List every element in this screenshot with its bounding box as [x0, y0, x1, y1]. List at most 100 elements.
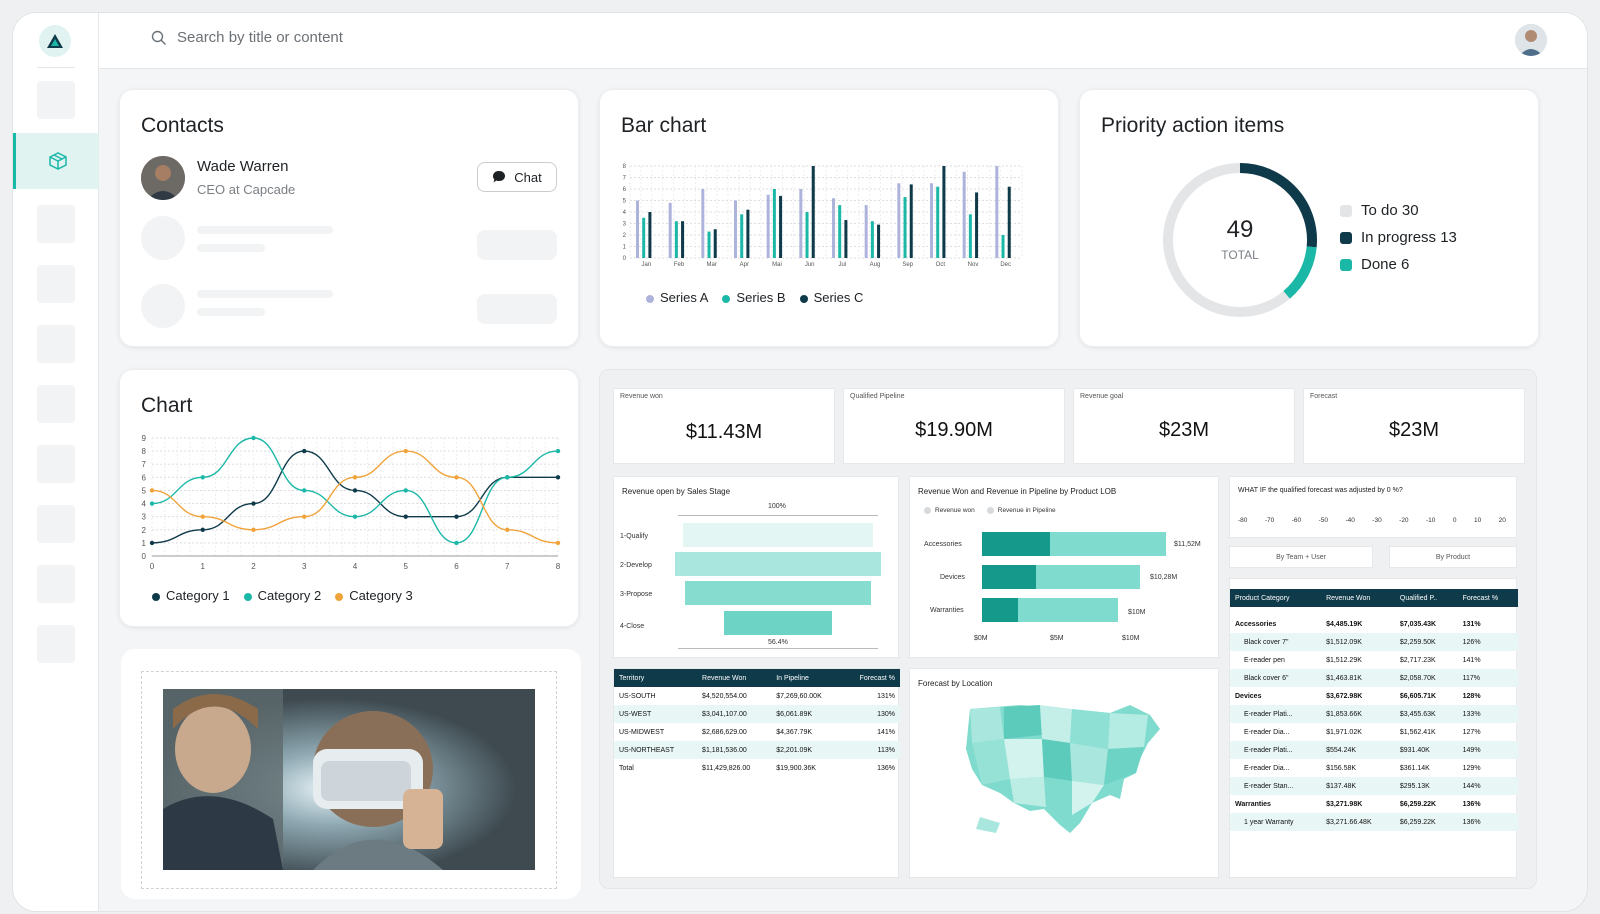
kpi-qualified-pipeline[interactable]: Qualified Pipeline $19.90M: [843, 388, 1065, 464]
table-row[interactable]: E-reader Plati... $1,853.66K $3,455.63K 133…: [1230, 705, 1518, 723]
chat-button[interactable]: Chat: [477, 162, 557, 192]
kpi-label: Qualified Pipeline: [850, 393, 905, 400]
table-header[interactable]: Forecast %: [842, 669, 900, 687]
lob-bar-won[interactable]: [982, 565, 1036, 589]
sidebar-item-5[interactable]: [37, 325, 75, 363]
table-cell: $3,271.66.48K: [1321, 813, 1395, 831]
table-row[interactable]: Black cover 6" $1,463.81K $2,058.70K 117%: [1230, 669, 1518, 687]
legend-series-b[interactable]: Series B: [722, 290, 786, 305]
sidebar-item-3[interactable]: [37, 205, 75, 243]
table-row[interactable]: Accessories $4,485.19K $7,035.43K 131%: [1230, 615, 1518, 633]
bar: [936, 186, 940, 258]
priority-total-value: 49: [1226, 216, 1254, 243]
table-row[interactable]: US-SOUTH $4,520,554.00 $7,269,60.00K 131%: [614, 687, 900, 705]
table-row[interactable]: US-WEST $3,041,107.00 $6,061.89K 130%: [614, 705, 900, 723]
legend-category-1[interactable]: Category 1: [152, 588, 230, 603]
sidebar-item-1[interactable]: [37, 81, 75, 119]
x-tick-label: Aug: [870, 262, 881, 268]
table-cell: 144%: [1457, 777, 1518, 795]
chat-bubble-icon: [493, 171, 506, 183]
table-row[interactable]: Total $11,429,826.00 $19,900.36K 136%: [614, 759, 900, 777]
tab-by-team-user[interactable]: By Team + User: [1229, 546, 1373, 568]
sidebar-item-4[interactable]: [37, 265, 75, 303]
table-cell: $2,201.09K: [771, 741, 843, 759]
contact-role: CEO at Capcade: [197, 182, 296, 197]
legend-revenue-won[interactable]: Revenue won: [924, 507, 975, 514]
priority-title: Priority action items: [1101, 114, 1285, 137]
table-row[interactable]: Warranties $3,271.98K $6,259.22K 136%: [1230, 795, 1518, 813]
x-tick-label: Jan: [641, 262, 651, 268]
contact-name[interactable]: Wade Warren: [197, 158, 289, 175]
sidebar-item-active[interactable]: [13, 133, 99, 189]
whatif-slider-scale[interactable]: -80 -70 -60 -50 -40 -30 -20 -10 0 10 20: [1238, 517, 1506, 524]
slider-tick: -40: [1345, 517, 1355, 524]
territory-table-panel: Territory Revenue Won In Pipeline Foreca…: [613, 668, 900, 878]
y-tick-label: 3: [623, 222, 627, 228]
search-box[interactable]: Search by title or content: [151, 29, 343, 46]
funnel-bar[interactable]: [724, 611, 832, 635]
bar: [746, 209, 750, 258]
lob-bar-won[interactable]: [982, 532, 1050, 556]
tab-by-product[interactable]: By Product: [1389, 546, 1517, 568]
table-row[interactable]: Devices $3,672.98K $6,605.71K 128%: [1230, 687, 1518, 705]
sidebar-item-8[interactable]: [37, 505, 75, 543]
table-row[interactable]: E-reader Dia... $1,971.02K $1,562.41K 127%: [1230, 723, 1518, 741]
table-row[interactable]: Black cover 7" $1,512.09K $2,259.50K 126%: [1230, 633, 1518, 651]
priority-legend-todo[interactable]: To do 30: [1340, 202, 1419, 219]
data-point: [251, 501, 256, 506]
legend-revenue-pipeline[interactable]: Revenue in Pipeline: [986, 507, 1056, 514]
series-line: [151, 450, 558, 544]
table-row[interactable]: 1 year Warranty $3,271.66.48K $6,259.22K 13…: [1230, 813, 1518, 831]
priority-legend-in-progress[interactable]: In progress 13: [1340, 229, 1457, 246]
kpi-value: $11.43M: [685, 421, 763, 443]
table-header[interactable]: Product Category: [1230, 589, 1322, 607]
table-cell: $1,463.81K: [1321, 669, 1395, 687]
slider-tick: 20: [1498, 517, 1506, 524]
funnel-bar[interactable]: [675, 552, 881, 576]
data-point: [403, 448, 408, 454]
kpi-revenue-won[interactable]: Revenue won $11.43M: [613, 388, 835, 464]
table-row[interactable]: US-NORTHEAST $1,181,536.00 $2,201.09K 113%: [614, 741, 900, 759]
legend-category-3[interactable]: Category 3: [335, 588, 413, 603]
lob-bar-won[interactable]: [982, 598, 1018, 622]
search-placeholder[interactable]: Search by title or content: [177, 29, 343, 46]
sidebar-item-9[interactable]: [37, 565, 75, 603]
table-header[interactable]: In Pipeline: [771, 669, 843, 687]
table-row[interactable]: E-reader Plati... $554.24K $931.40K 149%: [1230, 741, 1518, 759]
table-header[interactable]: Qualified P..: [1394, 589, 1458, 607]
bar: [681, 221, 685, 258]
legend-category-2[interactable]: Category 2: [243, 588, 321, 603]
user-avatar[interactable]: [1515, 24, 1547, 56]
bar: [636, 200, 639, 258]
table-cell: 149%: [1457, 741, 1518, 759]
app-logo[interactable]: [39, 25, 71, 57]
us-map-icon[interactable]: [960, 699, 1170, 839]
y-tick-label: 7: [623, 176, 627, 182]
table-header[interactable]: Territory: [614, 669, 698, 687]
table-row[interactable]: E-reader Dia... $156.58K $361.14K 129%: [1230, 759, 1518, 777]
table-row[interactable]: E-reader pen $1,512.29K $2,717.23K 141%: [1230, 651, 1518, 669]
sidebar-item-7[interactable]: [37, 445, 75, 483]
funnel-bar[interactable]: [683, 523, 873, 547]
table-header[interactable]: Revenue Won: [1321, 589, 1395, 607]
kpi-revenue-goal[interactable]: Revenue goal $23M: [1073, 388, 1295, 464]
legend-series-a[interactable]: Series A: [646, 290, 708, 305]
table-row[interactable]: E-reader Stan... $137.48K $295.13K 144%: [1230, 777, 1518, 795]
table-cell: $1,562.41K: [1399, 728, 1436, 736]
table-cell: US-WEST: [614, 705, 698, 723]
table-header[interactable]: Forecast %: [1457, 589, 1518, 607]
kpi-value: $23M: [1388, 419, 1440, 441]
bar: [864, 205, 868, 258]
image-frame: [141, 671, 557, 889]
sidebar-item-6[interactable]: [37, 385, 75, 423]
legend-series-c[interactable]: Series C: [799, 290, 863, 305]
data-point: [200, 514, 205, 519]
contact-avatar[interactable]: [141, 156, 185, 200]
kpi-forecast[interactable]: Forecast $23M: [1303, 388, 1525, 464]
skeleton-avatar: [141, 284, 185, 328]
sidebar-item-10[interactable]: [37, 625, 75, 663]
funnel-bar[interactable]: [685, 581, 871, 605]
priority-legend-done[interactable]: Done 6: [1340, 256, 1409, 273]
table-row[interactable]: US-MIDWEST $2,686,629.00 $4,367.79K 141%: [614, 723, 900, 741]
table-header[interactable]: Revenue Won: [697, 669, 772, 687]
